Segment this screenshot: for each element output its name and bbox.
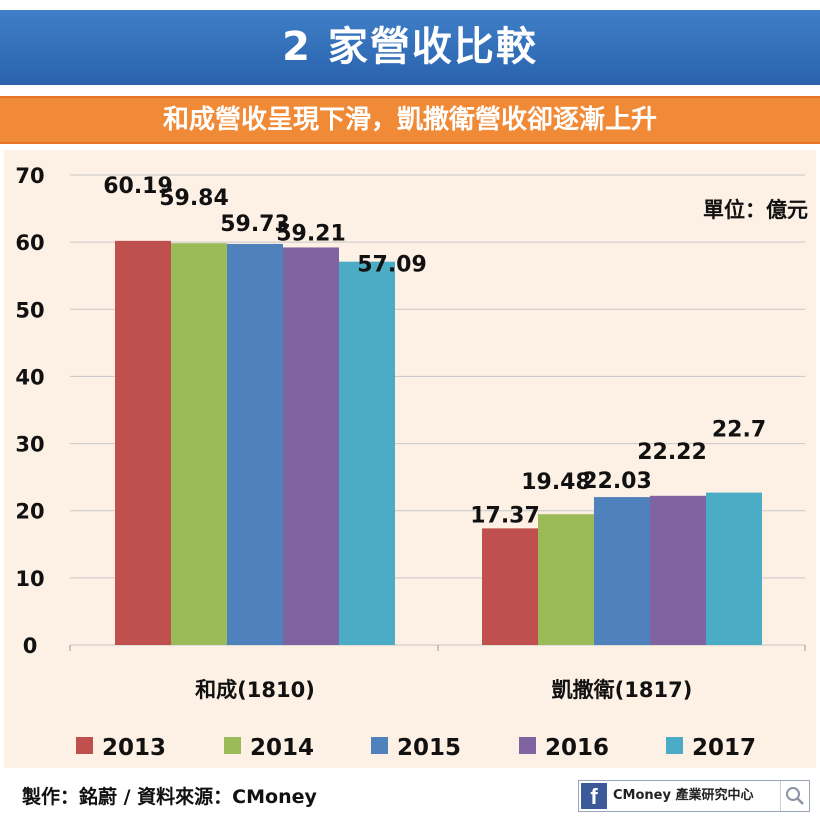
y-tick-label: 60 [15, 231, 44, 255]
legend-label: 2016 [545, 735, 609, 761]
page-subtitle: 和成營收呈現下滑，凱撒衛營收卻逐漸上升 [162, 105, 657, 135]
cmoney-facebook-badge[interactable]: f CMoney 產業研究中心 [578, 780, 810, 812]
y-tick-label: 20 [15, 500, 44, 524]
title-banner [0, 10, 820, 85]
page-title: 2 家營收比較 [282, 24, 538, 70]
bar-2017 [339, 261, 395, 645]
bar-2015 [594, 497, 650, 645]
y-tick-label: 10 [15, 567, 44, 591]
data-label: 60.19 [103, 174, 173, 199]
bar-2017 [706, 492, 762, 645]
legend-label: 2015 [397, 735, 461, 761]
data-label: 17.37 [470, 503, 540, 528]
legend-swatch-2015 [371, 737, 388, 754]
bar-2016 [650, 495, 706, 645]
category-label: 和成(1810) [195, 678, 315, 702]
badge-label: CMoney 產業研究中心 [613, 788, 754, 803]
facebook-icon: f [581, 783, 607, 809]
legend-swatch-2014 [224, 737, 241, 754]
legend-label: 2013 [102, 735, 166, 761]
legend: 2013 2014 2015 2016 2017 [76, 735, 756, 761]
bar-2013 [482, 528, 538, 645]
legend-label: 2014 [250, 735, 314, 761]
y-tick-label: 50 [15, 298, 44, 322]
footer-credit: 製作：銘蔚 / 資料來源：CMoney [22, 786, 317, 808]
bars [115, 240, 762, 646]
data-label: 57.09 [357, 253, 427, 278]
data-label: 59.73 [220, 212, 290, 237]
y-tick-label: 30 [15, 433, 44, 457]
bar-2016 [283, 247, 339, 645]
subtitle-banner [0, 96, 820, 144]
category-label: 凱撒衛(1817) [552, 678, 693, 702]
data-label: 59.84 [159, 186, 229, 211]
legend-label: 2017 [692, 735, 756, 761]
data-label: 22.7 [712, 418, 766, 443]
data-label: 59.21 [276, 221, 346, 246]
legend-swatch-2013 [76, 737, 93, 754]
bar-2013 [115, 240, 171, 646]
y-tick-label: 40 [15, 365, 44, 389]
bar-2014 [171, 243, 227, 645]
unit-note: 單位：億元 [703, 198, 808, 222]
bar-2015 [227, 243, 283, 645]
data-label: 19.48 [521, 470, 591, 495]
data-label: 22.22 [637, 440, 707, 465]
y-tick-label: 70 [15, 164, 44, 188]
bar-2014 [538, 514, 594, 645]
data-label: 22.03 [582, 469, 652, 494]
y-axis-ticks: 0 10 20 30 40 50 60 70 [15, 164, 44, 658]
x-axis-categories: 和成(1810) 凱撒衛(1817) [195, 678, 692, 702]
y-tick-label: 0 [23, 634, 38, 658]
search-icon[interactable] [780, 781, 809, 811]
legend-swatch-2016 [519, 737, 536, 754]
legend-swatch-2017 [666, 737, 683, 754]
